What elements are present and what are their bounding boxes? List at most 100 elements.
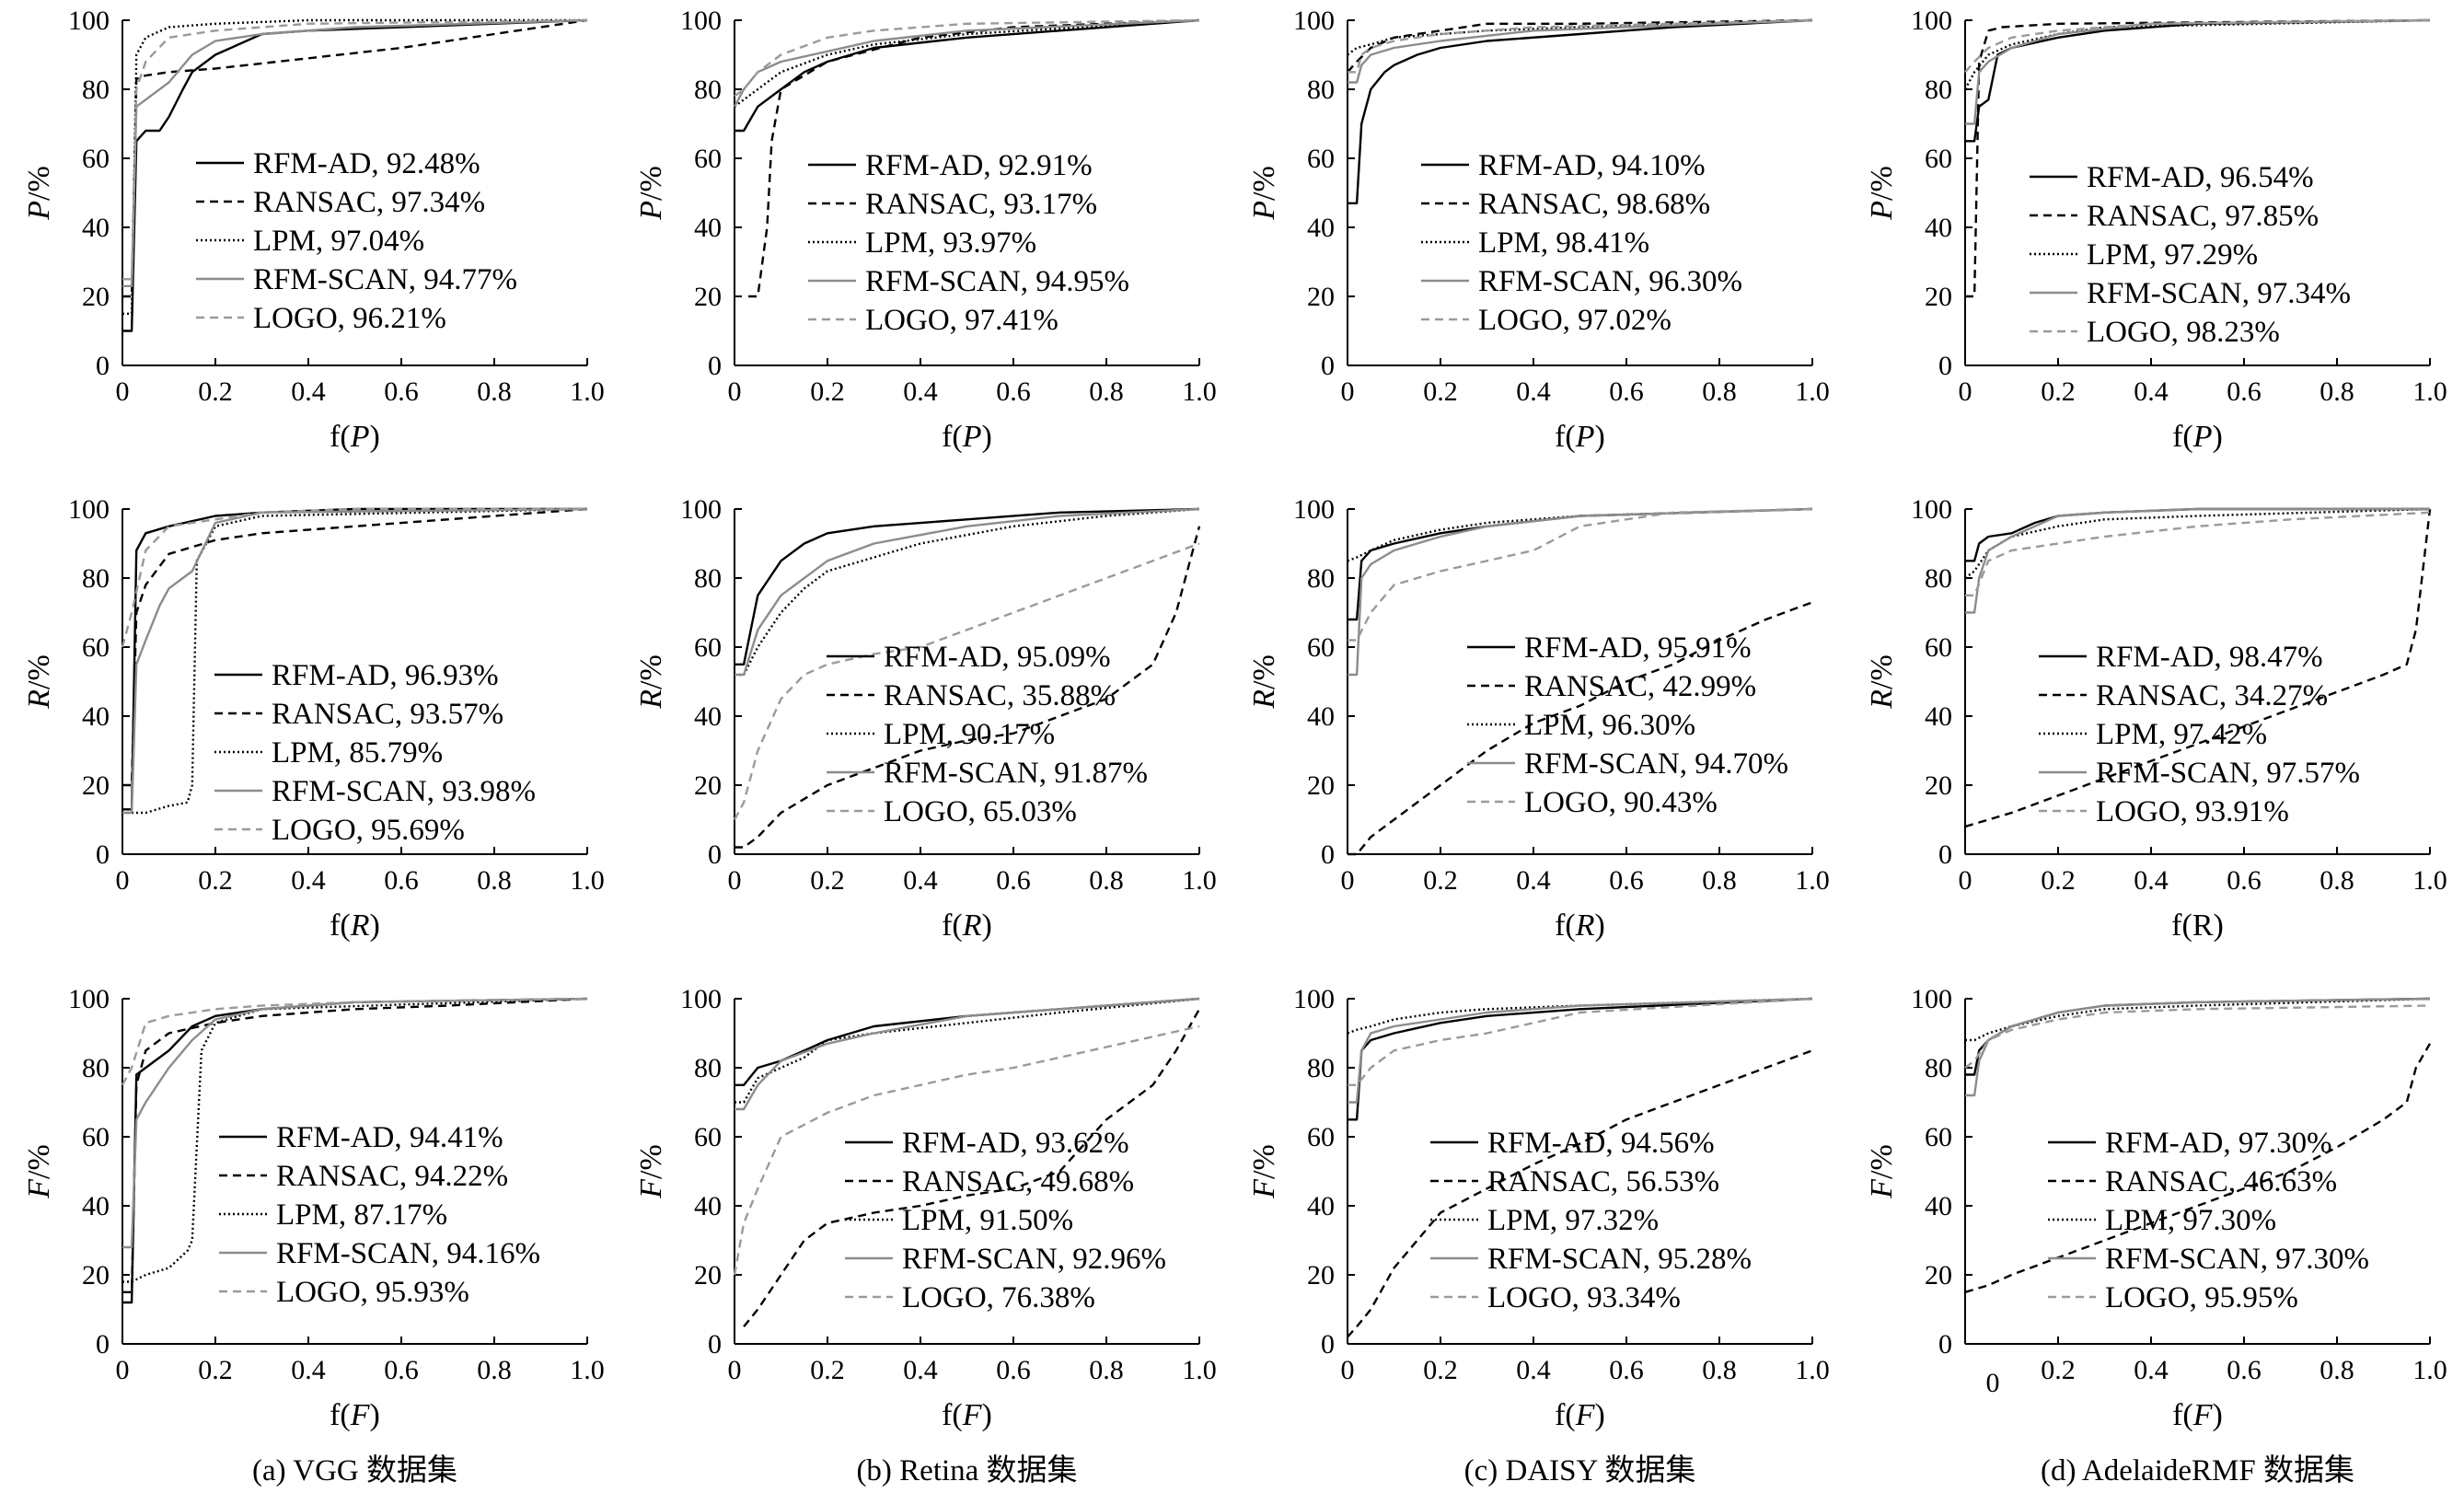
series-line-5 [733,542,1200,821]
series-line-1 [735,18,1200,133]
x-tick-label: 1.0 [570,865,605,896]
series-line-4 [122,997,588,1249]
x-tick-label: 0 [1959,376,1972,407]
legend-label: RFM-SCAN, 94.77% [253,263,517,296]
x-tick-label: 0.2 [1423,376,1458,407]
y-tick-label: 80 [1925,563,1952,594]
y-tick-label: 20 [1307,282,1335,312]
chart-b-R: 0 20 40 60 80 100 0 0.2 0.4 0.6 0.8 1.0 f(R) R/% RFM-A… [634,494,1217,943]
legend-label: RFM-SCAN, 91.87% [884,757,1148,790]
y-tick-label: 40 [694,213,722,243]
chart-a-R: 0 20 40 60 80 100 0 0.2 0.4 0.6 0.8 1.0 f(R) R/% RFM-A… [22,494,605,943]
series-line-2 [122,507,588,787]
x-tick-label: 1.0 [1182,865,1217,896]
x-tick-label: 0.2 [810,376,845,407]
x-tick-label: 0.4 [291,865,326,896]
x-tick-label: 0.6 [384,376,419,407]
legend-label: RANSAC, 35.88% [884,679,1116,712]
y-tick-label: 60 [1925,1122,1952,1152]
series-line-5 [733,1024,1200,1276]
y-tick-label: 100 [1911,6,1952,36]
x-tick-label: 0.4 [1516,376,1551,407]
x-tick-label: 0.6 [996,865,1031,896]
x-tick-label: 0.2 [1423,865,1458,896]
legend-label: LOGO, 95.93% [276,1276,469,1309]
x-tick-label: 0.8 [1089,1355,1124,1385]
y-tick-label: 80 [82,1053,110,1083]
x-tick-label: 0.2 [2041,1355,2076,1385]
series-line-5 [734,18,1200,98]
y-tick-label: 100 [680,6,722,36]
series-line-1 [1348,997,1813,1121]
x-axis-label: f(P) [1555,420,1605,454]
y-tick-label: 0 [96,351,110,381]
x-axis-label: f(F) [2172,1398,2223,1432]
y-axis-label: P/% [634,166,668,221]
legend-label: RFM-SCAN, 96.30% [1478,265,1742,298]
x-tick-label: 0.4 [903,865,938,896]
y-tick-label: 0 [1938,839,1952,870]
legend-label: RFM-AD, 96.54% [2087,161,2314,194]
x-tick-label: 0.8 [1702,865,1737,896]
legend-label: LOGO, 93.34% [1487,1281,1681,1314]
y-tick-label: 40 [82,701,110,732]
y-tick-label: 100 [1911,984,1952,1014]
x-tick-label: 0.6 [384,1355,419,1385]
y-tick-label: 20 [1925,282,1952,312]
series-line-1 [1348,18,1813,205]
y-tick-label: 20 [694,1260,722,1290]
legend-label: LPM, 90.17% [884,718,1055,751]
x-tick-label: 0.8 [1702,376,1737,407]
series-line-2 [1347,1049,1813,1338]
y-tick-label: 60 [82,144,110,174]
y-tick-label: 20 [1925,1260,1952,1290]
y-tick-label: 60 [1307,632,1335,663]
x-axis-label: f(P) [330,420,380,454]
y-tick-label: 40 [1925,1191,1952,1221]
legend-label: RANSAC, 34.27% [2096,679,2328,712]
legend-label: LPM, 97.04% [253,225,424,258]
x-tick-label: 0.8 [1089,865,1124,896]
y-tick-label: 60 [1307,1122,1335,1152]
x-tick-label: 0.8 [1089,376,1124,407]
y-tick-label: 20 [694,282,722,312]
x-tick-label: 0.2 [2041,865,2076,896]
chart-d-F: 0 20 40 60 80 100 0.2 0.4 0.6 0.8 1.0 0 f(F) F/% RFM-A… [1865,984,2447,1432]
y-tick-label: 0 [708,839,722,870]
panel-caption: (a) VGG 数据集 [252,1453,457,1487]
y-tick-label: 40 [1307,213,1335,243]
legend-label: RFM-SCAN, 97.34% [2087,277,2351,310]
y-tick-label: 100 [680,984,722,1014]
legend-label: RANSAC, 94.22% [276,1160,508,1193]
legend-label: RANSAC, 42.99% [1524,670,1756,703]
legend-label: LPM, 93.97% [865,226,1036,260]
y-tick-label: 60 [1925,632,1952,663]
y-axis-label: F/% [1247,1144,1281,1199]
y-tick-label: 0 [1938,351,1952,381]
legend-label: LPM, 91.50% [902,1204,1073,1237]
y-tick-label: 80 [82,563,110,594]
series-line-1 [735,997,1200,1087]
x-tick-label: 0 [116,376,130,407]
y-tick-label: 0 [1938,1329,1952,1360]
series-line-3 [1963,18,2431,90]
legend-label: RFM-AD, 95.91% [1524,631,1752,665]
y-tick-label: 0 [1321,351,1335,381]
y-tick-label: 0 [708,351,722,381]
y-axis-label: P/% [1865,166,1899,221]
series-line-2 [1348,601,1813,856]
x-tick-label: 0.6 [996,1355,1031,1385]
y-axis-label: F/% [634,1144,668,1199]
series-line-3 [735,507,1200,677]
x-axis-label: f(R) [330,909,380,943]
legend-label: RFM-AD, 92.91% [865,149,1093,182]
series-line-5 [121,507,587,648]
legend-label: LPM, 97.30% [2105,1204,2276,1237]
x-tick-label: 0.2 [198,1355,233,1385]
y-axis-label: F/% [22,1144,56,1199]
y-tick-label: 100 [68,6,110,36]
x-tick-label: 1.0 [1182,1355,1217,1385]
x-tick-label: 0 [1341,865,1355,896]
legend-label: LOGO, 90.43% [1524,786,1718,819]
